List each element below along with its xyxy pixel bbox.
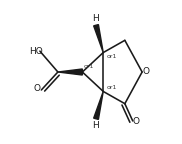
Text: or1: or1: [84, 64, 94, 69]
Text: or1: or1: [107, 85, 117, 90]
Polygon shape: [94, 25, 103, 53]
Polygon shape: [94, 91, 103, 119]
Text: HO: HO: [29, 47, 43, 56]
Text: O: O: [34, 84, 41, 93]
Text: or1: or1: [107, 54, 117, 59]
Text: H: H: [92, 14, 99, 23]
Polygon shape: [58, 69, 82, 75]
Text: H: H: [92, 121, 99, 130]
Text: O: O: [143, 68, 150, 76]
Text: O: O: [133, 117, 140, 126]
